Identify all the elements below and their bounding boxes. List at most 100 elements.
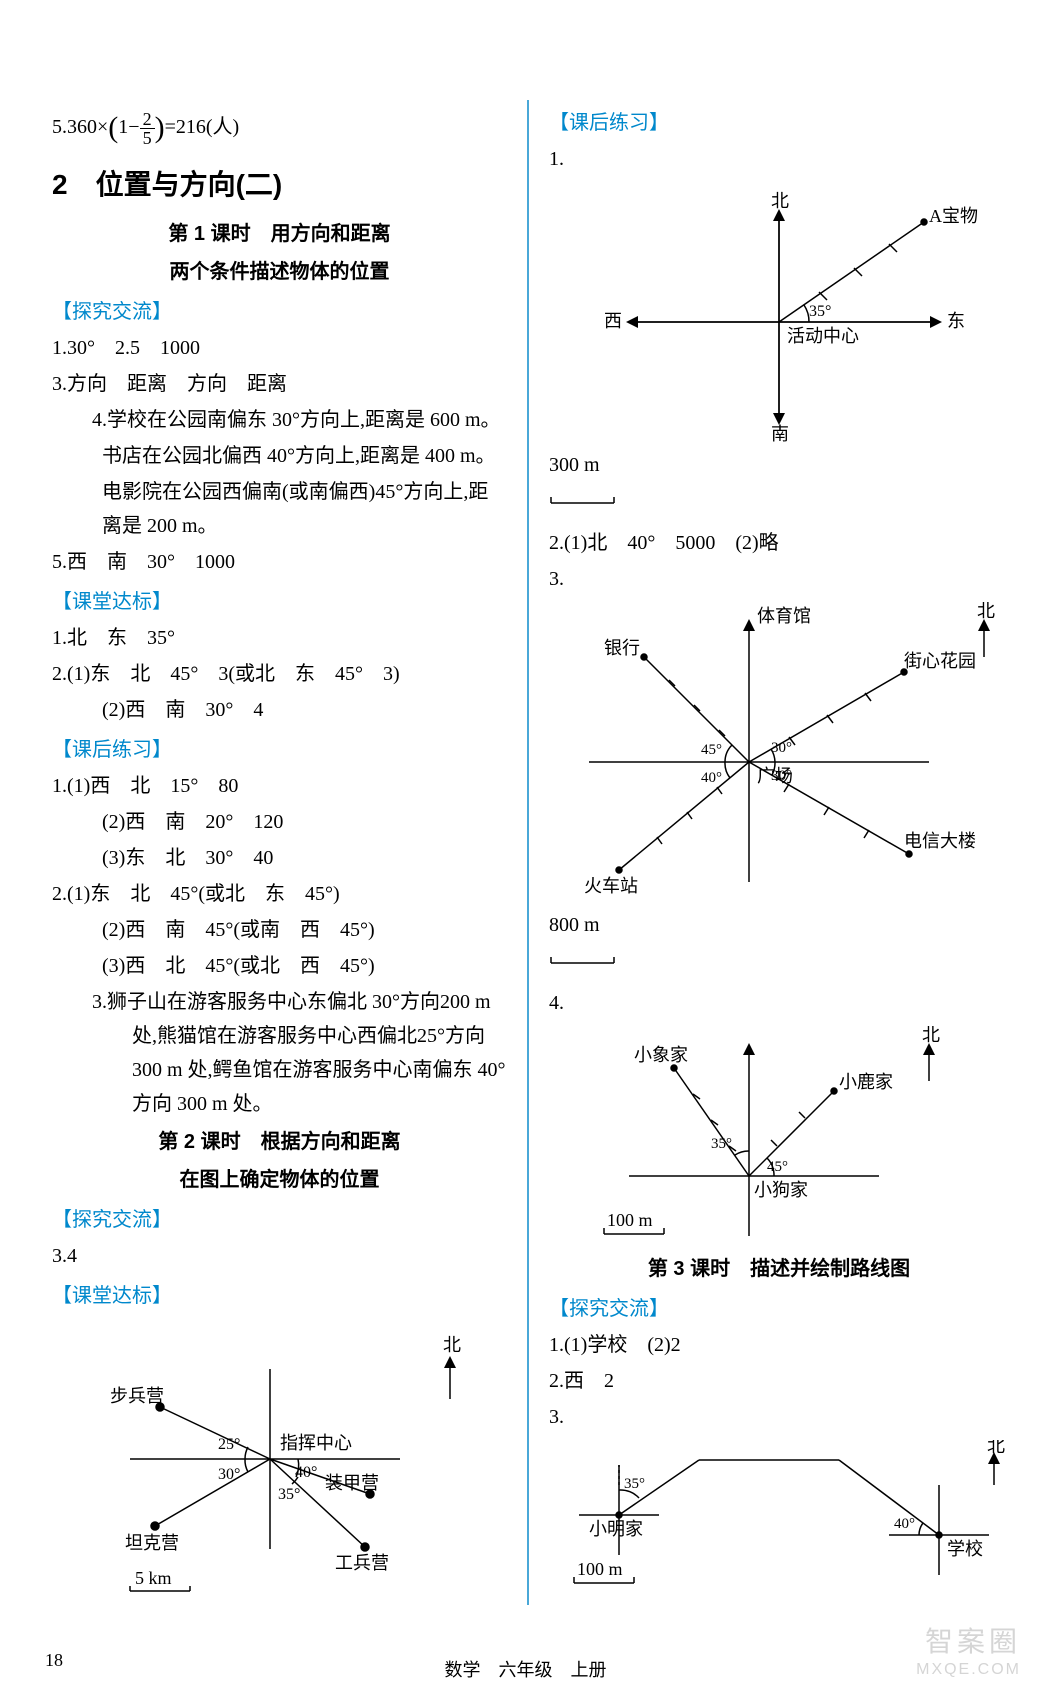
- scale3: 800 m: [549, 908, 1009, 976]
- angle: 35°: [809, 303, 831, 320]
- t1: 1.30° 2.5 1000: [52, 331, 507, 365]
- xiaoming: 小明家: [589, 1519, 643, 1539]
- center: 活动中心: [787, 326, 859, 346]
- q5-prefix: 5.: [52, 116, 67, 138]
- huoche: 火车站: [584, 876, 638, 896]
- scale2-text: 300 m: [549, 454, 600, 476]
- t2-3: 3.4: [52, 1239, 507, 1273]
- t5: 5.西 南 30° 1000: [52, 545, 507, 579]
- center-label: 指挥中心: [280, 1433, 352, 1453]
- heading-ketang2: 【课堂达标】: [52, 1279, 507, 1313]
- p3: 3.狮子山在游客服务中心东偏北 30°方向200 m 处,熊猫馆在游客服务中心西…: [92, 985, 507, 1121]
- r3: 3.: [549, 1400, 1009, 1434]
- tanke: 坦克营: [125, 1533, 179, 1553]
- heading-kehou-r: 【课后练习】: [549, 106, 1009, 140]
- r-q3: 3.: [549, 562, 1009, 596]
- r-q1: 1.: [549, 142, 1009, 176]
- den: 5: [140, 129, 155, 147]
- p2c: (3)西 北 45°(或北 西 45°): [52, 949, 507, 983]
- heading-tanjiu: 【探究交流】: [52, 295, 507, 329]
- a40-5: 40°: [894, 1516, 915, 1532]
- diagram-command-center: 北 指挥中心 步兵营 坦克营 工兵营 装甲营 25° 30° 40° 35° 5…: [70, 1319, 490, 1599]
- k2b: (2)西 南 30° 4: [52, 693, 507, 727]
- section-title: 2 位置与方向(二): [52, 161, 507, 209]
- xiaogou: 小狗家: [754, 1180, 808, 1200]
- watermark-url: MXQE.COM: [916, 1656, 1021, 1683]
- left-column: 5.360×(1−25)=216(人) 2 位置与方向(二) 第 1 课时 用方…: [40, 100, 519, 1605]
- p2a: 2.(1)东 北 45°(或北 东 45°): [52, 877, 507, 911]
- east: 东: [947, 311, 965, 331]
- heading-tanjiu2: 【探究交流】: [52, 1203, 507, 1237]
- a35: 35°: [278, 1486, 300, 1503]
- heading-tanjiu3: 【探究交流】: [549, 1292, 1009, 1326]
- a35-5: 35°: [624, 1476, 645, 1492]
- eq: =216(人): [165, 116, 240, 138]
- footer: 数学 六年级 上册: [0, 1655, 1051, 1685]
- k1: 1.北 东 35°: [52, 621, 507, 655]
- north: 北: [771, 191, 789, 211]
- lesson1-title2: 两个条件描述物体的位置: [52, 255, 507, 289]
- xuexiao: 学校: [947, 1539, 983, 1559]
- scale5-text: 100 m: [577, 1559, 623, 1579]
- r-q4: 4.: [549, 986, 1009, 1020]
- dianxin: 电信大楼: [904, 831, 976, 851]
- a30b-3: 30°: [771, 768, 792, 784]
- lesson2-title2: 在图上确定物体的位置: [52, 1163, 507, 1197]
- num: 2: [140, 110, 155, 129]
- treasure: A宝物: [929, 206, 978, 226]
- lp: (: [108, 111, 118, 144]
- rp: ): [155, 111, 165, 144]
- gongbing: 工兵营: [335, 1553, 389, 1573]
- diagram-animals: 北 小象家 小鹿家 小狗家 35° 45° 100 m: [589, 1026, 969, 1246]
- p2b: (2)西 南 45°(或南 西 45°): [52, 913, 507, 947]
- fraction: 25: [140, 110, 155, 147]
- a45-3: 45°: [701, 742, 722, 758]
- north-label: 北: [443, 1335, 461, 1355]
- xiaolu: 小鹿家: [839, 1072, 893, 1092]
- a40-3: 40°: [701, 770, 722, 786]
- k2a: 2.(1)东 北 45° 3(或北 东 45° 3): [52, 657, 507, 691]
- t4a: 4.学校在公园南偏东 30°方向上,距离是 600 m。: [92, 403, 507, 437]
- a45-4: 45°: [767, 1159, 788, 1175]
- r2: 2.西 2: [549, 1364, 1009, 1398]
- t3: 3.方向 距离 方向 距离: [52, 367, 507, 401]
- yinhang: 银行: [604, 638, 640, 658]
- q5-a: 360×: [67, 116, 108, 138]
- heading-ketang: 【课堂达标】: [52, 585, 507, 619]
- right-column: 【课后练习】 1. 北 南 东 西 活动中心: [537, 100, 1021, 1605]
- p1b: (2)西 南 20° 120: [52, 805, 507, 839]
- t4c: 电影院在公园西偏南(或南偏西)45°方向上,距离是 200 m。: [52, 475, 507, 543]
- a30: 30°: [218, 1466, 240, 1483]
- r-q2: 2.(1)北 40° 5000 (2)略: [549, 526, 1009, 560]
- tiyuguan: 体育馆: [757, 606, 811, 626]
- lesson3-title: 第 3 课时 描述并绘制路线图: [549, 1252, 1009, 1286]
- a30a-3: 30°: [771, 740, 792, 756]
- diagram-route: 北 小明家 学校 35° 40° 100 m: [549, 1440, 1009, 1590]
- scale3-text: 800 m: [549, 914, 600, 936]
- diagram-activity-center: 北 南 东 西 活动中心 A宝物 35°: [559, 182, 999, 442]
- a25: 25°: [218, 1436, 240, 1453]
- column-divider: [527, 100, 529, 1605]
- xiaoxiang: 小象家: [634, 1045, 688, 1065]
- bubing: 步兵营: [110, 1386, 164, 1406]
- north5: 北: [987, 1440, 1005, 1456]
- one: 1−: [118, 116, 139, 138]
- r1: 1.(1)学校 (2)2: [549, 1328, 1009, 1362]
- lesson2-title1: 第 2 课时 根据方向和距离: [52, 1125, 507, 1159]
- p1a: 1.(1)西 北 15° 80: [52, 769, 507, 803]
- west: 西: [604, 311, 622, 331]
- north4: 北: [922, 1026, 940, 1045]
- jiexin: 街心花园: [904, 651, 976, 671]
- page-number: 18: [45, 1645, 63, 1676]
- a40: 40°: [295, 1464, 317, 1481]
- lesson1-title1: 第 1 课时 用方向和距离: [52, 217, 507, 251]
- p1c: (3)东 北 30° 40: [52, 841, 507, 875]
- a35-4: 35°: [711, 1136, 732, 1152]
- diagram-plaza: 北 体育馆 银行 街心花园 广场 火车站 电信大楼 45° 40° 30° 30…: [549, 602, 1009, 902]
- north3: 北: [977, 602, 995, 621]
- scale: 5 km: [135, 1568, 172, 1588]
- q5-line: 5.360×(1−25)=216(人): [52, 102, 507, 153]
- heading-kehou: 【课后练习】: [52, 733, 507, 767]
- scale4-text: 100 m: [607, 1210, 653, 1230]
- zhuangjia: 装甲营: [325, 1473, 379, 1493]
